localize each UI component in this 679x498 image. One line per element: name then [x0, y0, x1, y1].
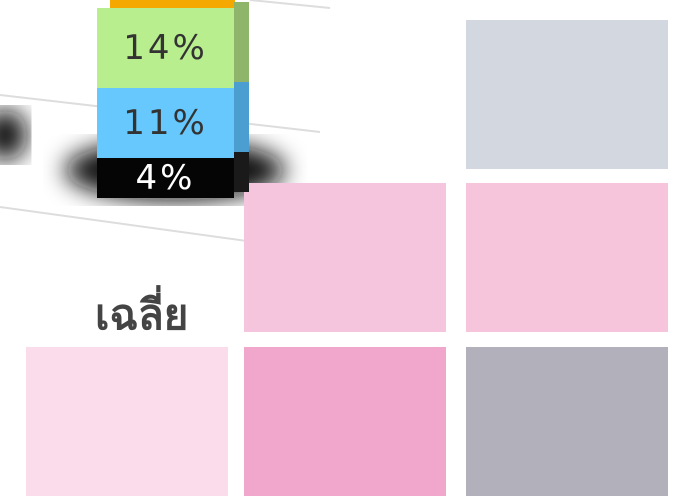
color-tile [466, 183, 668, 332]
color-tile [466, 20, 668, 169]
caption: เฉลี่ย [95, 290, 189, 339]
grid-line [249, 0, 331, 9]
color-tile [26, 347, 228, 496]
grid-line [0, 206, 291, 248]
bar-side [234, 152, 249, 192]
color-tile [466, 347, 668, 496]
color-tile [244, 183, 446, 332]
bar-segment: 11% [97, 88, 234, 158]
bar-segment: 14% [97, 8, 234, 88]
bar-segment: 4% [97, 158, 234, 198]
bar-top [110, 0, 235, 8]
shadow [0, 110, 27, 160]
bar-side [234, 82, 249, 152]
color-tile [244, 347, 446, 496]
bar-side [234, 2, 249, 82]
